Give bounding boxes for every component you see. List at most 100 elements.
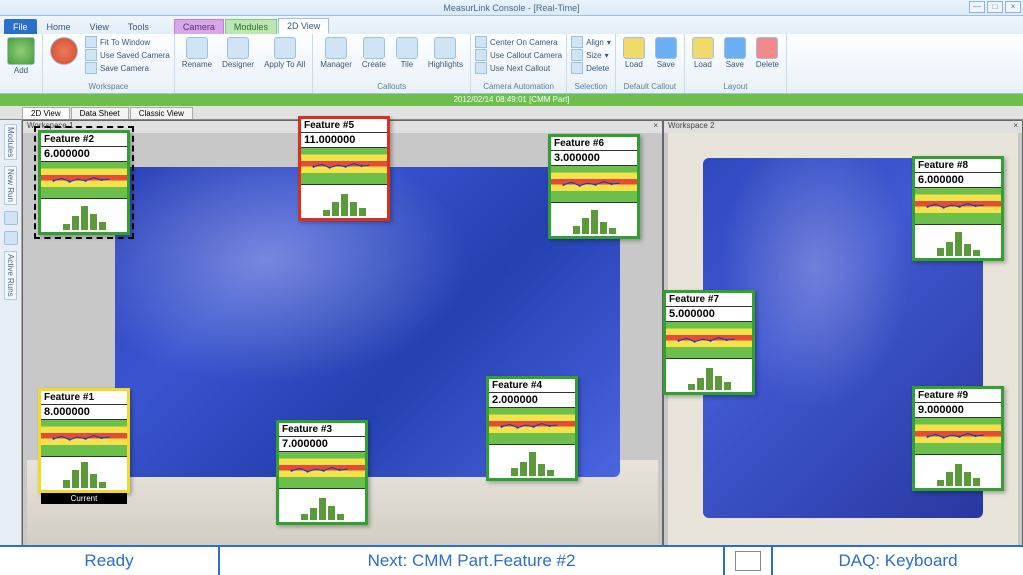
callout-histogram [915,224,1001,258]
use-callout-camera-button[interactable]: Use Callout Camera [475,49,562,61]
callout-f7[interactable]: Feature #75.000000 [663,290,755,395]
app-title: MeasurLink Console - [Real-Time] [443,3,579,13]
callout-name: Feature #3 [279,423,365,437]
callout-name: Feature #6 [551,137,637,151]
status-next: Next: CMM Part.Feature #2 [220,547,725,575]
callout-tolerance-bars [41,162,127,198]
default-save-button[interactable]: Save [652,36,680,70]
status-bar: Ready Next: CMM Part.Feature #2 DAQ: Key… [0,545,1023,575]
callout-histogram [489,444,575,478]
callout-name: Feature #1 [41,391,127,405]
layout-save-button[interactable]: Save [721,36,749,70]
tab-view[interactable]: View [81,19,118,34]
rename-button[interactable]: Rename [179,36,215,70]
apply-to-all-button[interactable]: Apply To All [261,36,308,70]
tile-icon [396,37,418,59]
document-tabs: 2D View Data Sheet Classic View [0,106,1023,120]
camera-nav-button[interactable] [47,36,81,66]
status-daq: DAQ: Keyboard [773,547,1023,575]
callout-name: Feature #2 [41,133,127,147]
save-icon [655,37,677,59]
fit-icon [85,36,97,48]
workspaces: Workspace 1× Workspace 2× Feature #18.00… [22,120,1023,557]
save-icon [724,37,746,59]
doctab-datasheet[interactable]: Data Sheet [71,107,129,119]
callout-f9[interactable]: Feature #99.000000 [912,386,1004,491]
callout-histogram [279,488,365,522]
center-on-camera-button[interactable]: Center On Camera [475,36,562,48]
callout-f4[interactable]: Feature #42.000000 [486,376,578,481]
callout-tolerance-bars [279,452,365,488]
doctab-2dview[interactable]: 2D View [22,107,70,119]
callout-value: 6.000000 [41,147,127,162]
create-icon [363,37,385,59]
default-load-button[interactable]: Load [620,36,648,70]
add-icon [7,37,35,65]
create-button[interactable]: Create [359,36,389,70]
callout-name: Feature #9 [915,389,1001,403]
tile-button[interactable]: Tile [393,36,421,70]
callout-value: 5.000000 [666,307,752,322]
save-icon [85,62,97,74]
sidetab-modules[interactable]: Modules [4,124,17,160]
callout-value: 8.000000 [41,405,127,420]
content-area: Modules New Run Active Runs Workspace 1×… [0,120,1023,557]
align-button[interactable]: Align ▾ [571,36,611,48]
sidebar-icon[interactable] [4,231,18,245]
tab-home[interactable]: Home [38,19,80,34]
callout-histogram [41,456,127,490]
designer-icon [227,37,249,59]
callout-tolerance-bars [489,408,575,444]
tab-tools[interactable]: Tools [119,19,158,34]
maximize-button[interactable]: □ [987,1,1003,13]
designer-button[interactable]: Designer [219,36,257,70]
callout-camera-icon [475,49,487,61]
callout-f1[interactable]: Feature #18.000000Current [38,388,130,493]
camera-icon [85,49,97,61]
callout-tolerance-bars [41,420,127,456]
callout-value: 11.000000 [301,133,387,148]
callout-f6[interactable]: Feature #63.000000 [548,134,640,239]
callout-f2[interactable]: Feature #26.000000 [38,130,130,235]
add-button[interactable]: Add [4,36,38,76]
save-camera-button[interactable]: Save Camera [85,62,170,74]
highlights-icon [434,37,456,59]
highlights-button[interactable]: Highlights [425,36,466,70]
delete-icon [756,37,778,59]
sidebar-icon[interactable] [4,211,18,225]
sidetab-active-runs[interactable]: Active Runs [4,251,17,300]
size-button[interactable]: Size ▾ [571,49,611,61]
compass-icon [50,37,78,65]
callout-value: 2.000000 [489,393,575,408]
use-next-callout-button[interactable]: Use Next Callout [475,62,562,74]
doctab-classicview[interactable]: Classic View [130,107,193,119]
callout-f3[interactable]: Feature #37.000000 [276,420,368,525]
callout-f5[interactable]: Feature #511.000000 [298,116,390,221]
tab-2dview[interactable]: 2D View [278,18,329,34]
minimize-button[interactable]: — [969,1,985,13]
callout-tolerance-bars [666,322,752,358]
status-ready: Ready [0,547,220,575]
align-icon [571,36,583,48]
callout-name: Feature #5 [301,119,387,133]
tab-file[interactable]: File [4,19,37,34]
document-title-bar: 2012/02/14 08:49:01 [CMM Part] [0,94,1023,106]
load-icon [692,37,714,59]
next-callout-icon [475,62,487,74]
callout-f8[interactable]: Feature #86.000000 [912,156,1004,261]
close-button[interactable]: × [1005,1,1021,13]
apply-icon [274,37,296,59]
callout-histogram [551,202,637,236]
layout-delete-button[interactable]: Delete [753,36,782,70]
sidetab-new-run[interactable]: New Run [4,166,17,205]
tab-modules[interactable]: Modules [225,19,277,34]
delete-selection-button[interactable]: Delete [571,62,611,74]
layout-load-button[interactable]: Load [689,36,717,70]
workspace-close-icon[interactable]: × [653,121,658,133]
manager-button[interactable]: Manager [317,36,355,70]
workspace-close-icon[interactable]: × [1013,121,1018,133]
use-saved-camera-button[interactable]: Use Saved Camera [85,49,170,61]
callout-tolerance-bars [915,188,1001,224]
fit-to-window-button[interactable]: Fit To Window [85,36,170,48]
status-indicator [725,547,773,575]
